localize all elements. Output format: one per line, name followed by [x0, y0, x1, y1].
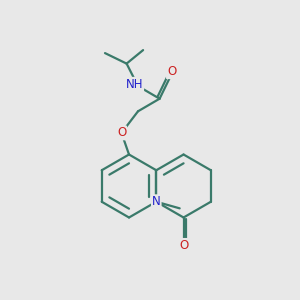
Text: NH: NH — [126, 78, 143, 91]
Text: N: N — [152, 195, 161, 208]
Text: O: O — [179, 239, 188, 252]
Text: O: O — [167, 65, 176, 78]
Text: O: O — [117, 126, 126, 140]
